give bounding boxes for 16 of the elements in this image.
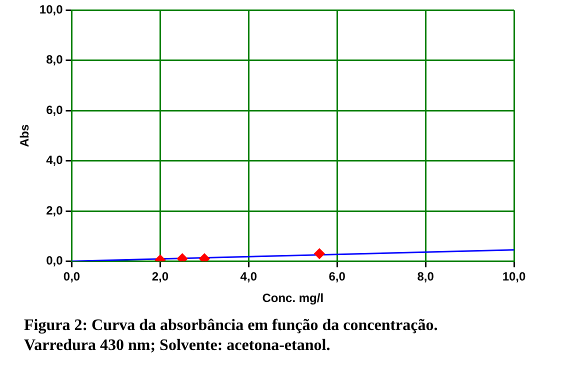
x-tick-label: 0,0 [63,270,80,284]
x-axis-title: Conc. mg/l [262,291,324,306]
y-tick-label: 0,0 [46,254,64,268]
x-tick-label: 2,0 [152,270,169,284]
x-tick-label: 4,0 [240,270,258,284]
x-tick-label: 6,0 [328,270,346,284]
y-tick-label: 4,0 [46,153,64,168]
x-tick-label: 10,0 [502,270,526,284]
y-tick-label: 8,0 [46,52,64,67]
text: Figura 2: Curva da absorbância em função da concentração. [24,316,439,336]
y-axis-title: Abs [18,124,32,148]
y-tick-label: 6,0 [46,102,64,117]
y-tick-label: 2,0 [46,203,64,218]
y-tick-label: 10,0 [39,2,64,17]
text: Varredura 430 nm; Solvente: acetona-etanol. [24,336,332,356]
x-tick-label: 8,0 [417,270,434,284]
